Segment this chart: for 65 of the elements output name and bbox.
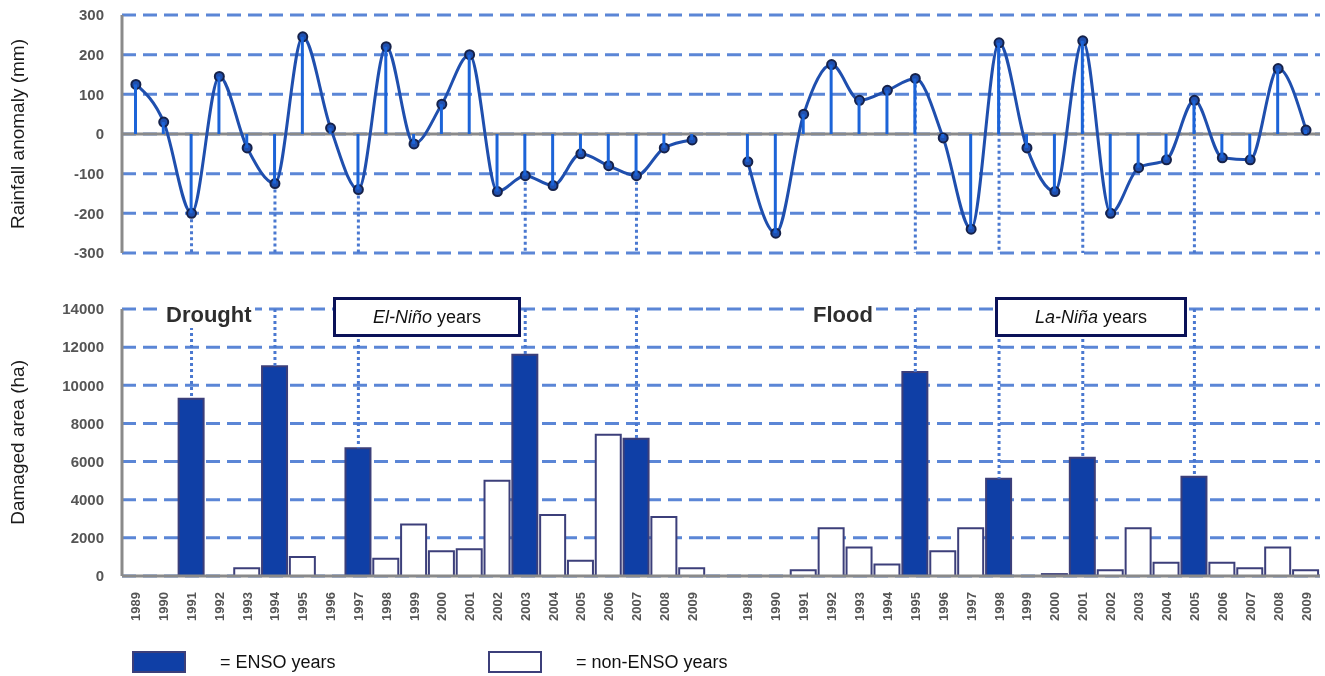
y-tick-label: -100 xyxy=(73,164,104,182)
legend-label: = ENSO years xyxy=(220,651,336,673)
x-tick-label: 1995 xyxy=(295,592,311,621)
y-tick-label: -200 xyxy=(73,204,104,222)
x-tick-label: 2006 xyxy=(601,592,617,621)
x-tick-label: 1992 xyxy=(211,592,227,621)
annotation: Drought xyxy=(163,302,255,328)
x-tick-label: 1992 xyxy=(824,592,840,621)
y-tick-label: 4000 xyxy=(70,491,104,509)
x-tick-label: 2008 xyxy=(656,592,672,621)
x-tick-label: 2000 xyxy=(1047,592,1063,621)
x-tick-label: 2007 xyxy=(628,592,644,621)
x-tick-label: 1998 xyxy=(378,592,394,621)
annotation: La-Niña years xyxy=(1034,306,1148,328)
x-tick-label: 1990 xyxy=(156,592,172,621)
x-tick-label: 1997 xyxy=(350,592,366,621)
x-tick-label: 2008 xyxy=(1270,592,1286,621)
y-tick-label: 2000 xyxy=(70,529,104,547)
y-tick-label: 300 xyxy=(78,6,104,24)
x-tick-label: 1997 xyxy=(963,592,979,621)
x-tick-label: 2003 xyxy=(1131,592,1147,621)
x-tick-label: 1998 xyxy=(991,592,1007,621)
x-tick-label: 1989 xyxy=(128,592,144,621)
annotation: Flood xyxy=(810,302,876,328)
x-tick-label: 1996 xyxy=(935,592,951,621)
x-tick-label: 1994 xyxy=(879,591,895,621)
x-tick-label: 2001 xyxy=(462,592,478,621)
legend-label: = non-ENSO years xyxy=(576,651,728,673)
x-tick-label: 2003 xyxy=(517,592,533,621)
x-tick-label: 2009 xyxy=(1298,592,1314,621)
x-tick-label: 2005 xyxy=(1186,592,1202,621)
x-tick-label: 1999 xyxy=(1019,592,1035,621)
y-tick-label: 100 xyxy=(78,85,104,103)
x-tick-label: 2004 xyxy=(545,591,561,621)
annotation: El-Niño years xyxy=(372,306,482,328)
y-tick-label: 200 xyxy=(78,45,104,63)
y-tick-label: 10000 xyxy=(62,376,104,394)
x-tick-label: 2000 xyxy=(434,592,450,621)
y-axis-title: Damaged area (ha) xyxy=(7,360,29,525)
x-tick-label: 2005 xyxy=(573,592,589,621)
x-tick-label: 2001 xyxy=(1075,592,1091,621)
x-tick-label: 1996 xyxy=(323,592,339,621)
y-tick-label: 8000 xyxy=(70,414,104,432)
y-tick-label: 12000 xyxy=(62,338,104,356)
x-tick-label: 2007 xyxy=(1242,592,1258,621)
x-tick-label: 1993 xyxy=(239,592,255,621)
x-tick-label: 2004 xyxy=(1159,591,1174,621)
y-tick-label: 0 xyxy=(95,567,104,585)
y-tick-label: -300 xyxy=(73,244,104,262)
y-tick-label: 14000 xyxy=(62,300,104,318)
x-tick-label: 1989 xyxy=(740,592,756,621)
x-tick-label: 2009 xyxy=(684,592,700,621)
x-tick-label: 2006 xyxy=(1214,592,1230,621)
y-tick-label: 0 xyxy=(95,125,104,143)
x-tick-label: 1990 xyxy=(768,592,784,621)
x-tick-label: 2002 xyxy=(489,592,505,621)
x-tick-label: 1993 xyxy=(852,592,867,621)
y-tick-label: 6000 xyxy=(70,452,104,470)
x-tick-label: 1991 xyxy=(796,592,812,621)
x-tick-label: 1995 xyxy=(907,592,923,621)
x-tick-label: 2002 xyxy=(1103,592,1119,621)
x-tick-label: 1994 xyxy=(267,591,283,621)
x-tick-label: 1991 xyxy=(184,592,200,621)
x-tick-label: 1999 xyxy=(406,592,422,621)
y-axis-title: Rainfall anomaly (mm) xyxy=(7,38,29,230)
